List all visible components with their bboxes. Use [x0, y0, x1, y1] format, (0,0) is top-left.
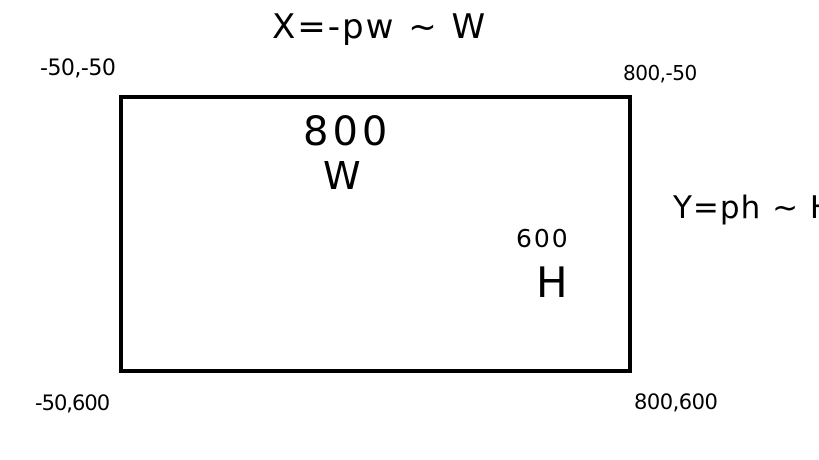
y-range-formula: Y=ph ~ H [673, 190, 819, 226]
top-left-corner-label: -50,-50 [40, 56, 116, 81]
x-range-formula: X=-pw ~ W [272, 7, 488, 47]
width-symbol-label: W [323, 154, 361, 198]
top-right-corner-label: 800,-50 [623, 61, 697, 85]
height-value-label: 600 [516, 224, 570, 253]
viewport-rectangle [119, 95, 632, 373]
width-value-label: 800 [303, 109, 392, 155]
bottom-right-corner-label: 800,600 [634, 390, 718, 414]
bottom-left-corner-label: -50,600 [35, 391, 110, 415]
height-symbol-label: H [536, 258, 568, 307]
